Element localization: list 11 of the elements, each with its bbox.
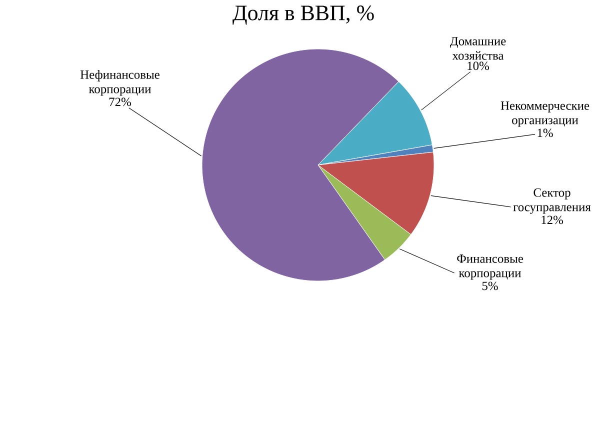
slice-label: Домашние хозяйства	[450, 37, 506, 60]
data-label: 12%	[542, 216, 563, 224]
chart-title: Доля в ВВП, %	[232, 6, 374, 25]
data-label: 72%	[109, 98, 131, 106]
data-label: 10%	[468, 62, 489, 70]
data-label: 5%	[482, 282, 498, 290]
slice-label: Некоммерческие организации	[500, 102, 590, 127]
slice-label: Нефинансовые корпорации	[80, 70, 160, 96]
data-label: 1%	[538, 128, 553, 138]
slice-label: Сектор госуправления	[513, 188, 591, 214]
slice-label: Финансовые корпорации	[457, 254, 524, 280]
